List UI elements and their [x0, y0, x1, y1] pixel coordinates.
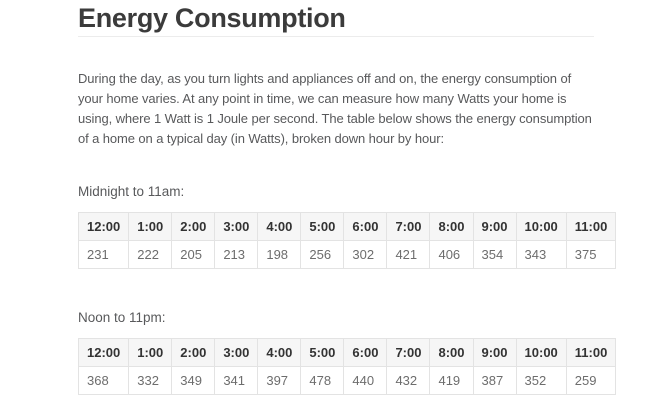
hour-header-cell: 9:00 — [472, 212, 517, 241]
watts-value-cell: 478 — [300, 366, 345, 395]
watts-value-cell: 349 — [171, 366, 216, 395]
watts-value-cell: 375 — [565, 240, 617, 269]
watts-value-cell: 354 — [472, 240, 517, 269]
hour-header-cell: 10:00 — [515, 212, 567, 241]
hour-header-cell: 2:00 — [171, 212, 216, 241]
watts-value-cell: 341 — [214, 366, 259, 395]
hour-header-cell: 3:00 — [214, 338, 259, 367]
intro-paragraph: During the day, as you turn lights and a… — [78, 71, 592, 146]
header-row: 12:00 1:00 2:00 3:00 4:00 5:00 6:00 7:00… — [77, 212, 617, 241]
watts-value-cell: 332 — [128, 366, 173, 395]
value-row: 368 332 349 341 397 478 440 432 419 387 … — [77, 366, 617, 395]
hour-header-cell: 8:00 — [429, 212, 474, 241]
watts-value-cell: 419 — [429, 366, 474, 395]
watts-value-cell: 343 — [515, 240, 567, 269]
hour-header-cell: 6:00 — [343, 338, 388, 367]
energy-table-noon: 12:00 1:00 2:00 3:00 4:00 5:00 6:00 7:00… — [77, 338, 617, 395]
hour-header-cell: 8:00 — [429, 338, 474, 367]
hour-header-cell: 2:00 — [171, 338, 216, 367]
table-label-midnight: Midnight to 11am: — [78, 184, 185, 199]
hour-header-cell: 11:00 — [565, 338, 617, 367]
watts-value-cell: 397 — [257, 366, 302, 395]
hour-header-cell: 7:00 — [386, 212, 431, 241]
hour-header-cell: 12:00 — [77, 338, 130, 367]
hour-header-cell: 5:00 — [300, 338, 345, 367]
hour-header-cell: 11:00 — [565, 212, 617, 241]
watts-value-cell: 222 — [128, 240, 173, 269]
page-title: Energy Consumption — [78, 3, 594, 37]
hour-header-cell: 4:00 — [257, 338, 302, 367]
value-row: 231 222 205 213 198 256 302 421 406 354 … — [77, 240, 617, 269]
hour-header-cell: 6:00 — [343, 212, 388, 241]
watts-value-cell: 387 — [472, 366, 517, 395]
watts-value-cell: 205 — [171, 240, 216, 269]
hour-header-cell: 12:00 — [77, 212, 130, 241]
hour-header-cell: 4:00 — [257, 212, 302, 241]
hour-header-cell: 7:00 — [386, 338, 431, 367]
energy-table-midnight: 12:00 1:00 2:00 3:00 4:00 5:00 6:00 7:00… — [77, 212, 617, 269]
hour-header-cell: 10:00 — [515, 338, 567, 367]
content-column: Energy Consumption During the day, as yo… — [77, 0, 617, 395]
watts-value-cell: 302 — [343, 240, 388, 269]
watts-value-cell: 352 — [515, 366, 567, 395]
watts-value-cell: 256 — [300, 240, 345, 269]
hour-header-cell: 1:00 — [128, 338, 173, 367]
watts-value-cell: 406 — [429, 240, 474, 269]
watts-value-cell: 421 — [386, 240, 431, 269]
hour-header-cell: 5:00 — [300, 212, 345, 241]
watts-value-cell: 198 — [257, 240, 302, 269]
watts-value-cell: 213 — [214, 240, 259, 269]
watts-value-cell: 440 — [343, 366, 388, 395]
watts-value-cell: 432 — [386, 366, 431, 395]
hour-header-cell: 9:00 — [472, 338, 517, 367]
watts-value-cell: 259 — [565, 366, 617, 395]
hour-header-cell: 3:00 — [214, 212, 259, 241]
header-row: 12:00 1:00 2:00 3:00 4:00 5:00 6:00 7:00… — [77, 338, 617, 367]
table-label-noon: Noon to 11pm: — [78, 310, 166, 325]
hour-header-cell: 1:00 — [128, 212, 173, 241]
watts-value-cell: 231 — [77, 240, 130, 269]
watts-value-cell: 368 — [77, 366, 130, 395]
